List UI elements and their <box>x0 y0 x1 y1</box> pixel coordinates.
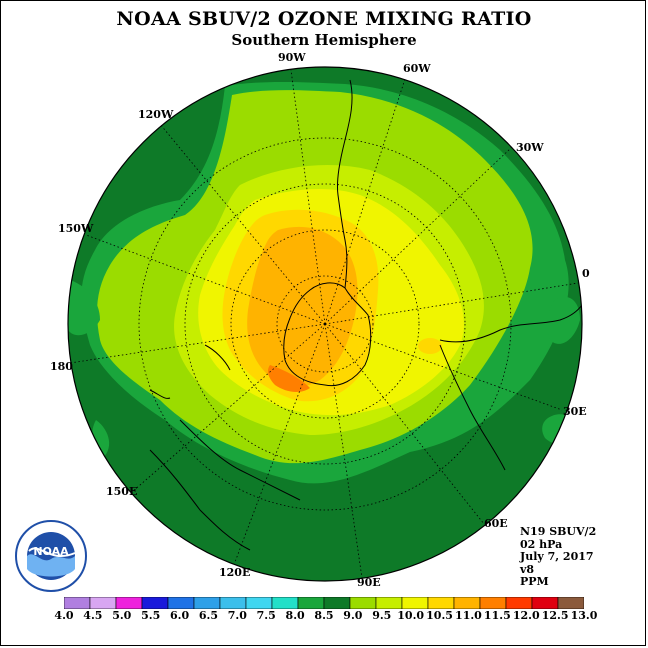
colorbar-tick-label: 9.5 <box>372 609 392 622</box>
colorbar-tick-label: 11.5 <box>483 609 511 622</box>
colorbar-tick-label: 10.5 <box>426 609 453 622</box>
colorbar-tick-label: 5.5 <box>141 609 161 622</box>
colorbar-tick-label: 8.0 <box>285 609 305 622</box>
colorbar-swatch <box>375 597 403 609</box>
colorbar-swatch <box>115 597 143 609</box>
colorbar-tick-label: 7.0 <box>227 609 247 622</box>
colorbar-tick-label: 5.0 <box>112 609 132 622</box>
colorbar-swatch <box>193 597 221 609</box>
colorbar-tick-label: 12.5 <box>541 609 569 622</box>
info-level: 02 hPa <box>520 537 563 551</box>
info-satellite: N19 SBUV/2 <box>520 525 597 538</box>
map-subtitle: Southern Hemisphere <box>231 31 417 49</box>
map-title: NOAA SBUV/2 OZONE MIXING RATIO <box>116 8 532 30</box>
colorbar-tick-label: 13.0 <box>570 609 598 622</box>
lon-label-90e: 90E <box>357 576 381 589</box>
colorbar-ticks: 4.0 4.5 5.0 5.5 6.0 6.5 7.0 7.5 8.0 8.5 9.0 9.5 10.0… <box>0 609 648 623</box>
colorbar-tick-label: 7.5 <box>256 609 276 622</box>
ozone-field <box>68 67 582 581</box>
lon-label-60w: 60W <box>403 62 431 75</box>
colorbar-swatch <box>297 597 325 609</box>
noaa-logo: NOAA <box>15 520 87 592</box>
lon-label-30e: 30E <box>563 405 587 418</box>
colorbar-swatch <box>64 597 91 609</box>
lon-label-0: 0 <box>582 267 590 280</box>
colorbar-swatch <box>401 597 429 609</box>
colorbar-swatch <box>219 597 247 609</box>
lon-label-180: 180 <box>50 360 73 373</box>
colorbar-swatch <box>167 597 195 609</box>
info-version: v8 <box>520 562 535 576</box>
lon-label-30w: 30W <box>516 141 544 154</box>
colorbar-swatch <box>531 597 559 609</box>
colorbar-swatch <box>141 597 169 609</box>
colorbar-tick-label: 9.0 <box>343 609 363 622</box>
colorbar-swatch <box>349 597 377 609</box>
colorbar-swatch <box>271 597 299 609</box>
colorbar-tick-label: 4.5 <box>83 609 103 622</box>
colorbar <box>64 597 584 609</box>
info-units: PPM <box>520 575 549 588</box>
logo-text: NOAA <box>33 545 69 558</box>
colorbar-tick-label: 4.0 <box>54 609 74 622</box>
colorbar-swatch <box>323 597 351 609</box>
colorbar-tick-label: 6.0 <box>169 609 190 622</box>
colorbar-tick-label: 12.0 <box>512 609 540 622</box>
lon-label-150e: 150E <box>106 485 137 498</box>
lon-label-120e: 120E <box>219 566 250 579</box>
colorbar-swatch <box>453 597 481 609</box>
colorbar-tick-label: 6.5 <box>198 609 219 622</box>
coastlines <box>149 79 582 551</box>
colorbar-swatch <box>479 597 507 609</box>
colorbar-tick-label: 10.0 <box>397 609 425 622</box>
colorbar-swatch <box>89 597 117 609</box>
colorbar-tick-label: 11.0 <box>455 609 482 622</box>
map-boundary <box>67 66 583 582</box>
info-date: July 7, 2017 <box>520 550 594 563</box>
colorbar-swatch <box>245 597 273 609</box>
colorbar-tick-label: 8.5 <box>314 609 334 622</box>
lon-label-90w: 90W <box>278 51 306 64</box>
colorbar-swatch <box>557 597 584 609</box>
colorbar-swatch <box>427 597 455 609</box>
lon-label-60e: 60E <box>484 517 508 530</box>
graticule <box>69 69 579 579</box>
lon-label-150w: 150W <box>58 222 94 235</box>
info-block: N19 SBUV/2 02 hPa July 7, 2017 v8 PPM <box>520 525 597 589</box>
lon-label-120w: 120W <box>138 108 174 121</box>
colorbar-swatch <box>505 597 533 609</box>
